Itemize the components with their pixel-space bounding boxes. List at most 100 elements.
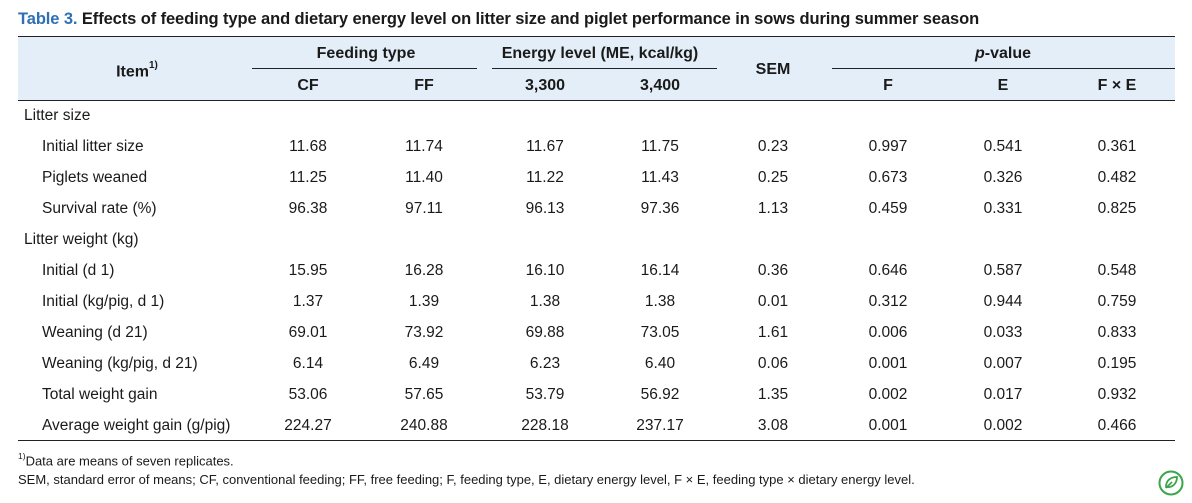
column-header-e: E [997,77,1009,94]
table-cell: 224.27 [284,417,332,434]
table-cell: 16.14 [640,262,680,279]
table-cell: 73.92 [404,324,444,341]
row-label: Weaning (d 21) [42,324,148,341]
table-cell: 97.36 [640,200,680,217]
table-cell: 53.79 [525,386,565,403]
table-label: Table 3. [18,10,78,28]
table-cell: 15.95 [288,262,328,279]
table-cell: 11.25 [289,169,327,186]
row-label: Initial (d 1) [42,262,115,279]
column-header-f: F [883,77,893,94]
table-cell: 73.05 [640,324,680,341]
row-label: Piglets weaned [42,169,148,186]
table-cell: 11.74 [405,138,443,155]
table-cell: 1.38 [529,293,561,310]
row-label: Survival rate (%) [42,200,157,217]
table-cell: 6.40 [644,355,676,372]
table-cell: 16.10 [525,262,565,279]
table-cell: 0.002 [983,417,1023,434]
table-cell: 0.017 [983,386,1023,403]
table-cell: 0.01 [757,293,789,310]
table-cell: 0.001 [868,417,908,434]
table-cell: 0.825 [1097,200,1137,217]
p-value-suffix: -value [984,45,1032,62]
table-cell: 69.01 [288,324,328,341]
table-cell: 16.28 [404,262,444,279]
table-cell: 0.033 [983,324,1023,341]
table-cell: 1.13 [757,200,789,217]
row-label: Total weight gain [42,386,158,403]
row-label: Initial (kg/pig, d 1) [42,293,165,310]
top-rule [18,36,1175,37]
table-cell: 0.482 [1097,169,1137,186]
column-header-sem: SEM [755,61,791,78]
energy-level-rule [492,68,717,69]
header-bottom-rule [18,100,1175,101]
row-label: Initial litter size [42,138,144,155]
table-cell: 11.40 [405,169,443,186]
table-cell: 0.326 [983,169,1023,186]
table-cell: 96.38 [288,200,328,217]
table-cell: 0.944 [983,293,1023,310]
table-cell: 0.25 [757,169,789,186]
column-group-feeding-type: Feeding type [316,45,416,62]
table-cell: 1.38 [644,293,676,310]
column-group-energy-level: Energy level (ME, kcal/kg) [501,45,699,62]
table-cell: 0.007 [983,355,1023,372]
section-title: Litter weight (kg) [24,231,139,248]
table-cell: 0.001 [868,355,908,372]
table-cell: 0.541 [983,138,1023,155]
table-cell: 96.13 [525,200,565,217]
table-cell: 1.37 [292,293,324,310]
table-cell: 0.06 [757,355,789,372]
column-header-3400: 3,400 [639,77,681,94]
table-cell: 1.61 [757,324,789,341]
table-cell: 0.459 [868,200,908,217]
table-cell: 11.75 [641,138,679,155]
section-title: Litter size [24,107,91,124]
table-cell: 228.18 [521,417,569,434]
table-cell: 0.466 [1097,417,1137,434]
table-title: Effects of feeding type and dietary ener… [77,10,980,28]
row-label: Average weight gain (g/pig) [42,417,231,434]
table-cell: 0.673 [868,169,908,186]
p-value-label: p [974,45,985,62]
table-cell: 11.22 [526,169,564,186]
table-cell: 0.002 [868,386,908,403]
table-cell: 240.88 [400,417,448,434]
table-cell: 97.11 [405,200,443,217]
table-cell: 6.23 [529,355,561,372]
table-cell: 11.43 [641,169,679,186]
table-cell: 0.833 [1097,324,1137,341]
table-cell: 11.68 [289,138,327,155]
footnote-1: 1)Data are means of seven replicates. [18,451,234,469]
table-cell: 0.646 [868,262,908,279]
table-cell: 6.14 [292,355,324,372]
table-cell: 0.548 [1097,262,1137,279]
feeding-type-rule [252,68,477,69]
column-header-fxe: F × E [1097,77,1137,94]
column-group-p-value: p-value [975,45,1031,63]
row-label: Weaning (kg/pig, d 21) [42,355,198,372]
column-header-item: Item1) [116,60,158,81]
column-header-cf: CF [297,77,319,94]
table-cell: 0.587 [983,262,1023,279]
table-cell: 0.36 [757,262,789,279]
table-cell: 57.65 [404,386,444,403]
table-caption: Table 3. Effects of feeding type and die… [18,10,979,29]
table-cell: 0.932 [1097,386,1137,403]
table-cell: 0.997 [868,138,908,155]
table-cell: 0.312 [868,293,908,310]
table-cell: 237.17 [636,417,684,434]
bottom-rule [18,440,1175,441]
table-cell: 3.08 [757,417,789,434]
table-cell: 0.759 [1097,293,1137,310]
p-value-rule [832,68,1175,69]
column-header-ff: FF [414,77,434,94]
column-header-3300: 3,300 [524,77,566,94]
table-cell: 1.39 [408,293,440,310]
table-cell: 53.06 [288,386,328,403]
table-cell: 6.49 [408,355,440,372]
table-cell: 56.92 [640,386,680,403]
table-cell: 0.23 [757,138,789,155]
